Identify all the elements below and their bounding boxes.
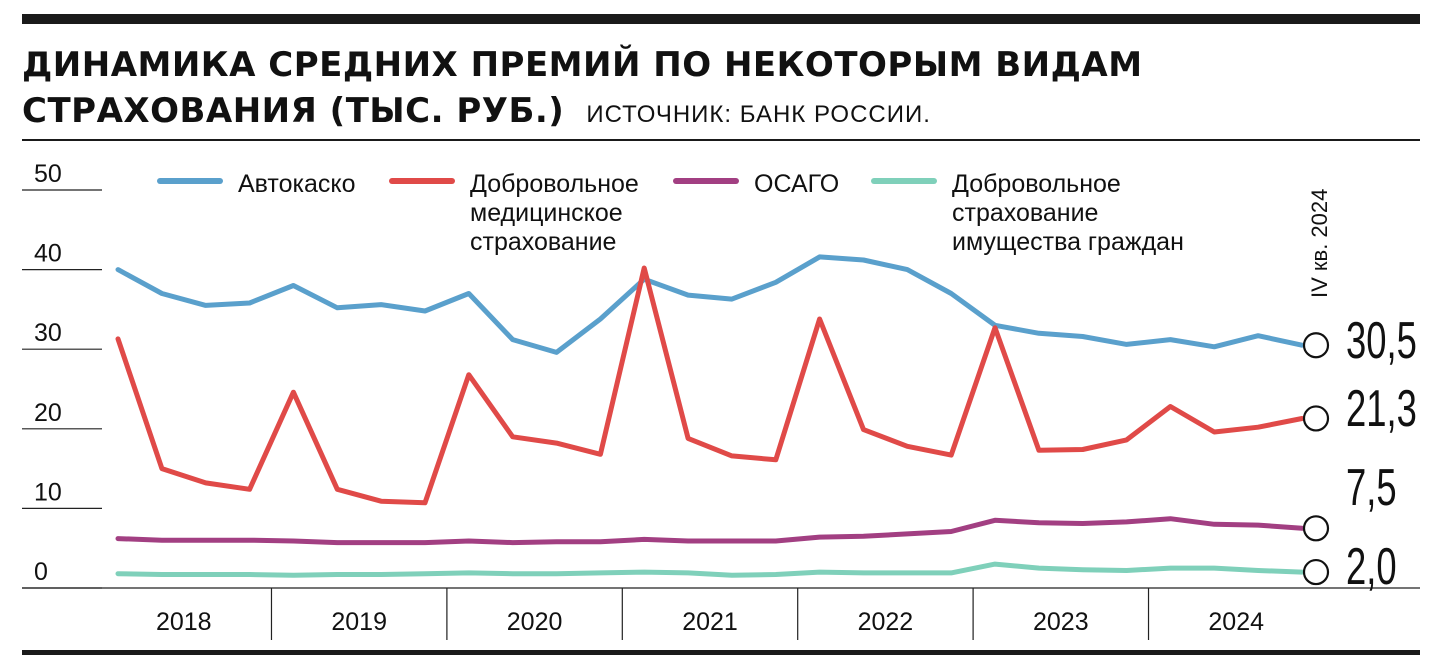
end-value-label-1: 21,3: [1346, 378, 1417, 437]
x-tick-label-2020: 2020: [507, 608, 563, 636]
top-rule: [22, 14, 1420, 24]
end-value-label-2: 7,5: [1346, 457, 1397, 516]
y-tick-label-40: 40: [34, 240, 62, 268]
x-tick-label-2023: 2023: [1033, 608, 1089, 636]
header-divider: [22, 139, 1420, 141]
legend-label-0-0: Автокаско: [238, 170, 356, 198]
y-tick-label-0: 0: [34, 558, 48, 586]
end-marker-3: [1302, 558, 1330, 586]
series-line-3: [115, 561, 1305, 578]
legend-label-3-1: страхование: [952, 199, 1098, 227]
chart-title-line-2: СТРАХОВАНИЯ (ТЫС. РУБ.) ИСТОЧНИК: БАНК РО…: [22, 88, 1143, 138]
y-tick-label-10: 10: [34, 478, 62, 506]
y-tick-label-20: 20: [34, 399, 62, 427]
x-tick-label-2021: 2021: [682, 608, 738, 636]
end-marker-2: [1302, 515, 1330, 542]
end-value-label-3: 2,0: [1346, 536, 1397, 595]
x-tick-label-2022: 2022: [858, 608, 914, 636]
legend-label-3-2: имущества граждан: [952, 228, 1184, 256]
chart-title-line-2-text: СТРАХОВАНИЯ (ТЫС. РУБ.): [22, 91, 565, 131]
end-marker-1: [1302, 405, 1330, 432]
x-tick-label-2024: 2024: [1208, 608, 1264, 636]
y-tick-label-30: 30: [34, 319, 62, 347]
series-line-2: [115, 516, 1305, 546]
chart-source: ИСТОЧНИК: БАНК РОССИИ.: [586, 101, 931, 128]
bottom-rule: [22, 650, 1420, 655]
period-label: IV кв. 2024: [1307, 189, 1332, 298]
legend-label-1-1: медицинское: [470, 199, 623, 227]
legend-label-3-0: Добровольное: [952, 170, 1121, 198]
legend-label-2-0: ОСАГО: [754, 170, 839, 198]
y-tick-label-50: 50: [34, 160, 62, 188]
series-line-1: [115, 265, 1305, 506]
chart-title-line-1: ДИНАМИКА СРЕДНИХ ПРЕМИЙ ПО НЕКОТОРЫМ ВИД…: [22, 45, 1143, 85]
x-tick-label-2018: 2018: [156, 608, 212, 636]
legend-label-1-0: Добровольное: [470, 170, 639, 198]
end-marker-0: [1302, 332, 1330, 359]
series-line-0: [115, 254, 1305, 355]
end-value-label-0: 30,5: [1346, 310, 1417, 369]
chart-title: ДИНАМИКА СРЕДНИХ ПРЕМИЙ ПО НЕКОТОРЫМ ВИД…: [22, 42, 1143, 138]
x-tick-label-2019: 2019: [331, 608, 387, 636]
legend-label-1-2: страхование: [470, 228, 616, 256]
